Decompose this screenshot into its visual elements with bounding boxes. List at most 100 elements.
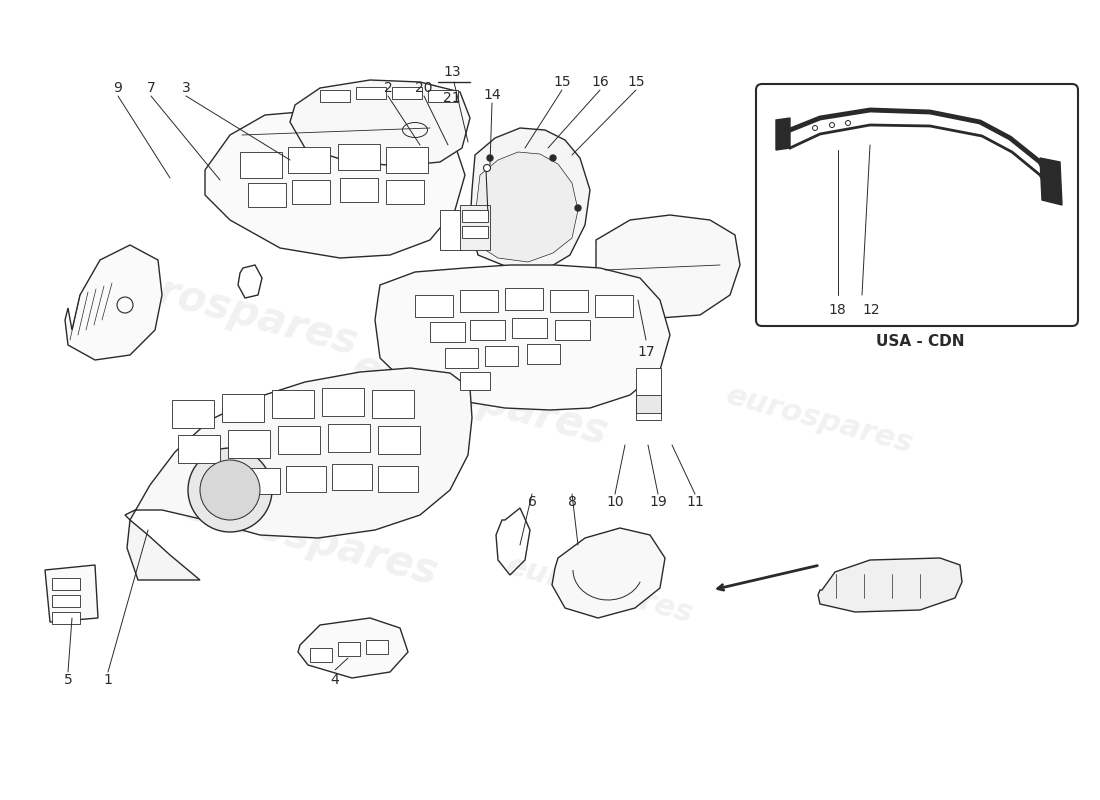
Polygon shape <box>596 215 740 318</box>
Text: 4: 4 <box>331 673 340 687</box>
Text: eurospares: eurospares <box>177 486 442 594</box>
Bar <box>460 290 498 312</box>
Text: 12: 12 <box>862 303 880 317</box>
Text: 13: 13 <box>443 65 461 79</box>
Bar <box>310 648 332 662</box>
Bar <box>430 322 465 342</box>
Bar <box>52 612 80 624</box>
Bar <box>288 147 330 173</box>
Circle shape <box>846 121 850 126</box>
Text: 20: 20 <box>416 81 432 95</box>
Bar <box>505 288 543 310</box>
Text: 5: 5 <box>64 673 73 687</box>
Circle shape <box>475 217 481 223</box>
Polygon shape <box>375 265 670 410</box>
Bar <box>512 318 547 338</box>
Polygon shape <box>818 558 962 612</box>
Bar <box>332 464 372 490</box>
Bar <box>378 426 420 454</box>
Text: 16: 16 <box>591 75 609 89</box>
Bar <box>286 466 326 492</box>
Circle shape <box>487 155 493 161</box>
Bar <box>386 147 428 173</box>
Bar <box>340 178 378 202</box>
Circle shape <box>575 205 581 211</box>
Text: eurospares: eurospares <box>723 381 916 459</box>
Bar <box>460 372 490 390</box>
Bar <box>338 144 379 170</box>
Text: 10: 10 <box>606 495 624 509</box>
Bar <box>462 226 488 238</box>
Bar <box>636 395 661 413</box>
Bar <box>636 368 661 420</box>
Circle shape <box>484 165 491 171</box>
Bar <box>240 468 280 494</box>
Bar <box>328 424 370 452</box>
Polygon shape <box>470 128 590 270</box>
Bar <box>292 180 330 204</box>
Bar <box>372 390 414 418</box>
Bar <box>272 390 313 418</box>
Circle shape <box>188 448 272 532</box>
Polygon shape <box>45 565 98 622</box>
Text: eurospares: eurospares <box>503 551 696 629</box>
Bar <box>338 642 360 656</box>
Text: 15: 15 <box>553 75 571 89</box>
Bar <box>52 595 80 607</box>
Text: 19: 19 <box>649 495 667 509</box>
Bar <box>527 344 560 364</box>
Polygon shape <box>552 528 666 618</box>
Bar <box>52 578 80 590</box>
Text: 9: 9 <box>113 81 122 95</box>
Text: 14: 14 <box>483 88 500 102</box>
Bar <box>178 435 220 463</box>
Bar <box>366 640 388 654</box>
Text: 1: 1 <box>103 673 112 687</box>
Text: USA - CDN: USA - CDN <box>876 334 965 350</box>
Polygon shape <box>1040 158 1062 205</box>
Bar <box>556 320 590 340</box>
Circle shape <box>200 460 260 520</box>
Circle shape <box>813 126 817 130</box>
Polygon shape <box>125 368 472 538</box>
Circle shape <box>550 155 556 161</box>
Bar <box>440 210 462 250</box>
Polygon shape <box>475 152 578 262</box>
FancyBboxPatch shape <box>756 84 1078 326</box>
Bar <box>172 400 214 428</box>
Bar <box>278 426 320 454</box>
Text: 8: 8 <box>568 495 576 509</box>
Bar <box>378 466 418 492</box>
Text: 7: 7 <box>146 81 155 95</box>
Bar <box>470 320 505 340</box>
Circle shape <box>829 122 835 127</box>
Bar <box>248 183 286 207</box>
Polygon shape <box>65 245 162 360</box>
Polygon shape <box>205 112 465 258</box>
Text: 21: 21 <box>443 91 461 105</box>
Polygon shape <box>126 520 200 580</box>
Text: eurospares: eurospares <box>348 346 613 454</box>
Bar <box>415 295 453 317</box>
Text: 11: 11 <box>686 495 704 509</box>
Text: 18: 18 <box>828 303 846 317</box>
Bar <box>392 87 422 99</box>
Bar <box>228 430 270 458</box>
Bar <box>485 346 518 366</box>
Bar <box>320 90 350 102</box>
Text: 15: 15 <box>627 75 645 89</box>
Polygon shape <box>776 118 790 150</box>
Bar <box>446 348 478 368</box>
Text: 3: 3 <box>182 81 190 95</box>
Bar <box>322 388 364 416</box>
Text: 6: 6 <box>528 495 537 509</box>
Bar <box>222 394 264 422</box>
Bar <box>240 152 282 178</box>
Text: 17: 17 <box>637 345 654 359</box>
Text: eurospares: eurospares <box>98 256 363 364</box>
Bar <box>386 180 424 204</box>
Bar <box>550 290 588 312</box>
Bar <box>460 205 490 250</box>
Bar <box>462 210 488 222</box>
Polygon shape <box>290 80 470 166</box>
